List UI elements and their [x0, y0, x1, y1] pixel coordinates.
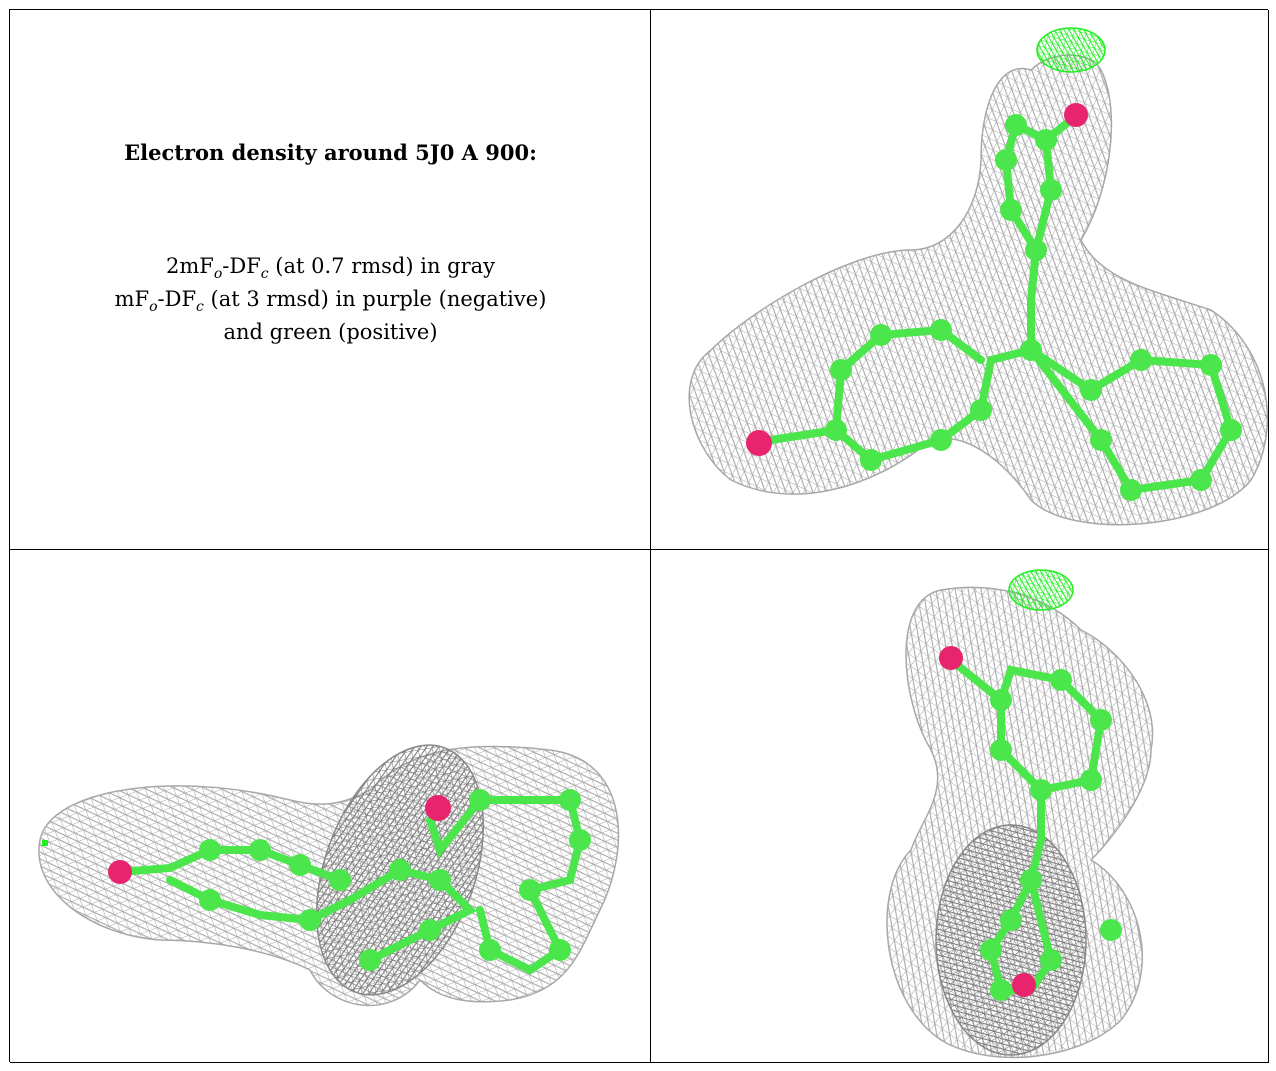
density-view-3	[886, 569, 1154, 1059]
view-top-right	[651, 10, 1269, 550]
oxygen-atoms	[939, 646, 1036, 997]
oxygen-atoms	[746, 103, 1088, 456]
caption-cell: Electron density around 5J0 A 900: 2mFo-…	[10, 10, 651, 550]
figure-table: Electron density around 5J0 A 900: 2mFo-…	[9, 9, 1269, 1063]
caption-line-colors: and green (positive)	[223, 320, 438, 344]
caption-description: 2mFo-DFc (at 0.7 rmsd) in gray mFo-DFc (…	[10, 250, 650, 349]
carbon-atoms	[199, 789, 591, 971]
mesh-positive-blob	[1036, 27, 1106, 73]
caption-line-fofc: mFo-DFc (at 3 rmsd) in purple (negative)	[114, 287, 547, 316]
carbon-atoms	[825, 114, 1242, 501]
density-view-2	[38, 744, 620, 1007]
oxygen-atoms	[108, 795, 451, 884]
mesh-positive-speck	[42, 840, 48, 846]
view-bottom-left	[10, 550, 651, 1063]
view-bottom-right	[651, 550, 1269, 1063]
carbon-atoms	[980, 669, 1122, 1001]
caption-title: Electron density around 5J0 A 900:	[124, 140, 537, 165]
mesh-2fofc-dense	[935, 824, 1087, 1056]
mesh-2fofc	[688, 54, 1268, 526]
mesh-positive-blob	[1008, 569, 1074, 611]
caption-line-2fofc: 2mFo-DFc (at 0.7 rmsd) in gray	[165, 254, 496, 283]
density-view-1	[688, 27, 1268, 526]
